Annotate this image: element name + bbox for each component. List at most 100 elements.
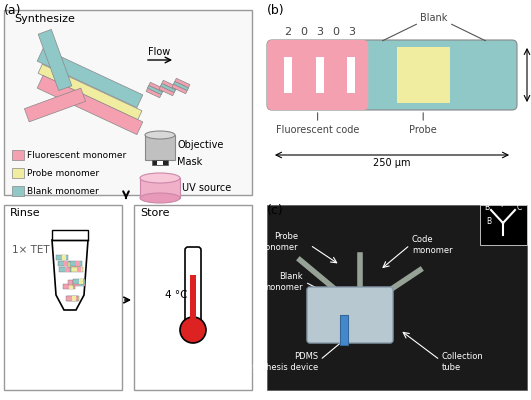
Text: Blank: Blank xyxy=(421,13,448,23)
Bar xyxy=(148,86,162,94)
Text: Code
monomer: Code monomer xyxy=(412,235,452,255)
Bar xyxy=(74,280,78,286)
Bar xyxy=(63,284,75,288)
Bar xyxy=(480,205,527,245)
Text: 3: 3 xyxy=(316,27,323,37)
Bar xyxy=(340,315,348,345)
Text: Blank monomer: Blank monomer xyxy=(27,186,99,196)
FancyBboxPatch shape xyxy=(307,287,393,343)
Bar xyxy=(12,168,24,178)
Bar xyxy=(66,296,78,301)
Ellipse shape xyxy=(140,173,180,183)
Ellipse shape xyxy=(145,131,175,139)
Bar xyxy=(12,186,24,196)
Bar xyxy=(65,267,68,272)
Text: Probe monomer: Probe monomer xyxy=(27,168,99,178)
Bar xyxy=(56,255,68,260)
Bar xyxy=(37,48,143,108)
Bar xyxy=(76,266,81,272)
Text: Rinse: Rinse xyxy=(10,208,41,218)
Text: Store: Store xyxy=(140,208,169,218)
Bar xyxy=(347,57,355,93)
Text: (a): (a) xyxy=(4,4,21,17)
Text: (b): (b) xyxy=(267,4,285,17)
Bar xyxy=(73,281,85,286)
Bar xyxy=(52,230,88,240)
Polygon shape xyxy=(52,240,88,310)
FancyBboxPatch shape xyxy=(185,247,201,333)
Bar xyxy=(146,82,164,98)
Text: Probe: Probe xyxy=(409,125,437,135)
Text: 1× TET: 1× TET xyxy=(12,245,49,255)
Bar xyxy=(58,261,71,266)
Text: 0: 0 xyxy=(300,27,307,37)
Bar xyxy=(76,261,80,266)
Text: 0: 0 xyxy=(332,27,339,37)
Bar xyxy=(284,57,292,93)
Text: P: P xyxy=(501,200,506,209)
Bar xyxy=(355,47,367,103)
Bar xyxy=(176,82,186,90)
Bar xyxy=(68,280,80,286)
Text: UV source: UV source xyxy=(182,183,231,193)
Bar xyxy=(71,266,83,272)
Bar xyxy=(163,84,173,92)
Bar xyxy=(70,261,82,266)
Bar xyxy=(73,278,85,284)
Text: Mask: Mask xyxy=(177,157,202,167)
Bar xyxy=(267,205,527,390)
Bar xyxy=(38,64,142,120)
Text: Collection
tube: Collection tube xyxy=(442,352,484,372)
Bar xyxy=(157,160,163,164)
Bar xyxy=(12,150,24,160)
Bar xyxy=(69,284,73,288)
Text: Objective: Objective xyxy=(177,140,224,150)
FancyBboxPatch shape xyxy=(145,135,175,160)
Bar xyxy=(38,30,72,90)
Text: Fluorescent code: Fluorescent code xyxy=(276,125,359,135)
Circle shape xyxy=(180,317,206,343)
Bar xyxy=(190,275,196,330)
Bar xyxy=(172,78,190,94)
Bar xyxy=(62,255,66,260)
Bar xyxy=(152,160,168,165)
Text: Synthesize: Synthesize xyxy=(14,14,75,24)
Bar xyxy=(80,278,83,284)
FancyBboxPatch shape xyxy=(134,205,252,390)
Bar xyxy=(174,82,189,90)
Text: B: B xyxy=(484,204,489,212)
Bar xyxy=(72,296,76,301)
Bar xyxy=(67,296,79,301)
Text: B: B xyxy=(486,216,491,226)
Bar xyxy=(68,262,80,268)
Bar xyxy=(24,88,85,122)
Text: Fluorescent monomer: Fluorescent monomer xyxy=(27,150,126,160)
Text: Blank
monomer: Blank monomer xyxy=(262,272,303,292)
FancyBboxPatch shape xyxy=(267,40,517,110)
Bar xyxy=(74,262,78,268)
Text: 250 μm: 250 μm xyxy=(373,158,411,168)
Text: 4 °C: 4 °C xyxy=(165,290,187,300)
Text: PDMS
synthesis device: PDMS synthesis device xyxy=(248,352,318,372)
Bar xyxy=(58,267,71,272)
Text: 3: 3 xyxy=(348,27,355,37)
Bar xyxy=(64,261,68,266)
FancyBboxPatch shape xyxy=(4,205,122,390)
Bar xyxy=(160,84,175,92)
Bar xyxy=(79,281,83,286)
Text: Flow: Flow xyxy=(148,47,170,57)
Bar xyxy=(150,86,160,94)
FancyBboxPatch shape xyxy=(140,178,180,198)
Bar xyxy=(397,47,450,103)
Bar xyxy=(315,57,323,93)
FancyBboxPatch shape xyxy=(4,10,252,195)
Bar xyxy=(159,80,177,96)
Text: 2: 2 xyxy=(285,27,292,37)
Bar xyxy=(73,296,77,301)
Ellipse shape xyxy=(140,193,180,203)
FancyBboxPatch shape xyxy=(267,40,368,110)
Bar xyxy=(37,76,143,134)
Text: (c): (c) xyxy=(267,204,284,217)
Text: Probe
monomer: Probe monomer xyxy=(258,232,298,252)
Text: C: C xyxy=(517,204,523,212)
